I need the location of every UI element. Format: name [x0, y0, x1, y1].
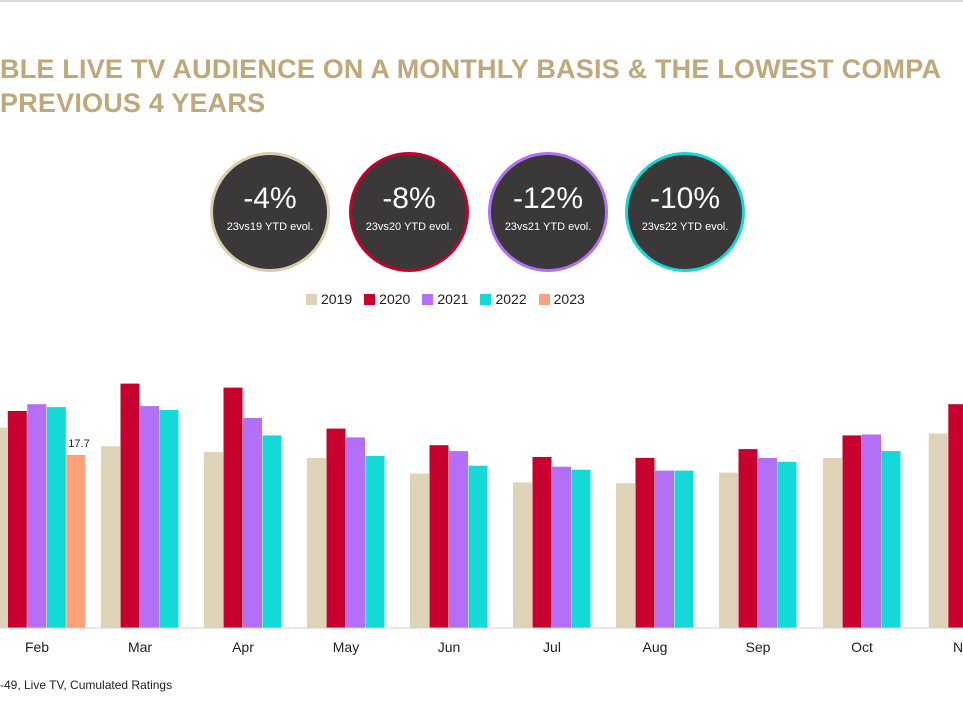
- legend-item-2022: 2022: [480, 291, 527, 307]
- legend-item-2021: 2021: [422, 291, 468, 307]
- legend-swatch: [538, 293, 550, 305]
- bar-Sep-2019: [719, 472, 738, 628]
- bar-Jun-2020: [429, 445, 449, 628]
- x-tick-label-N: N: [953, 639, 963, 655]
- legend-swatch: [422, 293, 434, 305]
- bar-Feb-2022: [46, 407, 66, 628]
- bar-May-2019: [307, 457, 326, 628]
- bar-Sep-2022: [777, 461, 797, 628]
- slide-title: BLE LIVE TV AUDIENCE ON A MONTHLY BASIS …: [0, 52, 963, 120]
- kpi-circle-23vs20: -8% 23vs20 YTD evol.: [349, 152, 469, 272]
- kpi-value: -8%: [382, 182, 436, 215]
- bar-Apr-2022: [262, 435, 282, 628]
- bar-Jul-2019: [513, 482, 532, 628]
- bar-Mar-2019: [101, 446, 120, 628]
- bar-May-2022: [365, 456, 385, 628]
- legend-label: 2023: [553, 291, 585, 307]
- legend-label: 2020: [379, 291, 411, 307]
- kpi-circle-23vs19: -4% 23vs19 YTD evol.: [210, 152, 330, 272]
- x-tick-label-Oct: Oct: [851, 639, 873, 655]
- kpi-label: 23vs19 YTD evol.: [226, 221, 314, 233]
- kpi-circle-23vs22: -10% 23vs22 YTD evol.: [625, 152, 745, 272]
- bar-Feb-2021: [27, 404, 47, 628]
- kpi-circle-23vs21: -12% 23vs21 YTD evol.: [488, 152, 608, 272]
- x-tick-label-Jul: Jul: [543, 639, 561, 655]
- bar-N-2020: [948, 404, 963, 628]
- source-footnote: -49, Live TV, Cumulated Ratings: [0, 678, 173, 692]
- legend-label: 2019: [321, 291, 353, 307]
- top-rule: [0, 0, 963, 2]
- bar-Jul-2020: [532, 457, 552, 628]
- legend-item-2023: 2023: [538, 291, 585, 307]
- x-tick-label-Mar: Mar: [128, 639, 152, 655]
- kpi-value: -10%: [649, 182, 721, 215]
- bar-Feb-2023: [66, 455, 86, 628]
- bar-Oct-2022: [881, 451, 901, 628]
- bar-Oct-2019: [823, 457, 842, 628]
- x-tick-label-Feb: Feb: [25, 639, 49, 655]
- data-label-Feb-2023: 17.7: [68, 438, 89, 450]
- bar-Mar-2022: [159, 410, 179, 628]
- legend-label: 2022: [495, 291, 527, 307]
- bar-Apr-2021: [243, 417, 262, 628]
- legend-item-2019: 2019: [306, 291, 352, 307]
- bar-Mar-2020: [120, 383, 140, 628]
- bar-Aug-2020: [635, 457, 655, 628]
- bar-Mar-2021: [140, 406, 159, 628]
- x-tick-label-Aug: Aug: [643, 639, 668, 655]
- bar-Sep-2021: [758, 457, 777, 628]
- legend-swatch: [364, 293, 376, 305]
- bar-Apr-2019: [204, 452, 223, 628]
- x-tick-label-Jun: Jun: [438, 639, 461, 655]
- kpi-value: -4%: [243, 182, 297, 215]
- legend-item-2020: 2020: [364, 291, 410, 307]
- bar-Sep-2020: [738, 449, 758, 628]
- legend-label: 2021: [437, 291, 469, 307]
- bar-Oct-2021: [862, 434, 881, 628]
- legend-swatch: [480, 293, 492, 305]
- bar-May-2020: [326, 428, 346, 628]
- kpi-value: -12%: [512, 182, 584, 215]
- bar-Jun-2019: [410, 473, 429, 628]
- bar-Jun-2022: [468, 465, 488, 628]
- x-tick-label-May: May: [333, 639, 359, 655]
- bar-Aug-2019: [616, 483, 635, 628]
- chart-legend: 2019 2020 2021 2022 2023: [306, 290, 597, 308]
- bar-Jun-2021: [449, 451, 468, 628]
- bar-Apr-2020: [223, 387, 243, 628]
- bar-Aug-2021: [655, 470, 674, 628]
- bar-Jul-2022: [571, 469, 591, 628]
- bar-Jul-2021: [552, 466, 571, 628]
- bar-Feb-2019: [0, 427, 8, 628]
- legend-swatch: [306, 293, 317, 305]
- bar-Aug-2022: [674, 470, 694, 628]
- bar-May-2021: [346, 437, 365, 628]
- kpi-label: 23vs21 YTD evol.: [504, 221, 592, 233]
- slide-title-line2: PREVIOUS 4 YEARS: [0, 88, 266, 118]
- bar-Feb-2020: [7, 411, 27, 628]
- bar-N-2019: [928, 433, 948, 628]
- kpi-label: 23vs20 YTD evol.: [365, 221, 453, 233]
- bar-Oct-2020: [842, 435, 862, 628]
- slide-title-line1: BLE LIVE TV AUDIENCE ON A MONTHLY BASIS …: [0, 54, 942, 84]
- kpi-label: 23vs22 YTD evol.: [641, 221, 729, 233]
- x-tick-label-Sep: Sep: [746, 639, 771, 655]
- x-tick-label-Apr: Apr: [232, 639, 254, 655]
